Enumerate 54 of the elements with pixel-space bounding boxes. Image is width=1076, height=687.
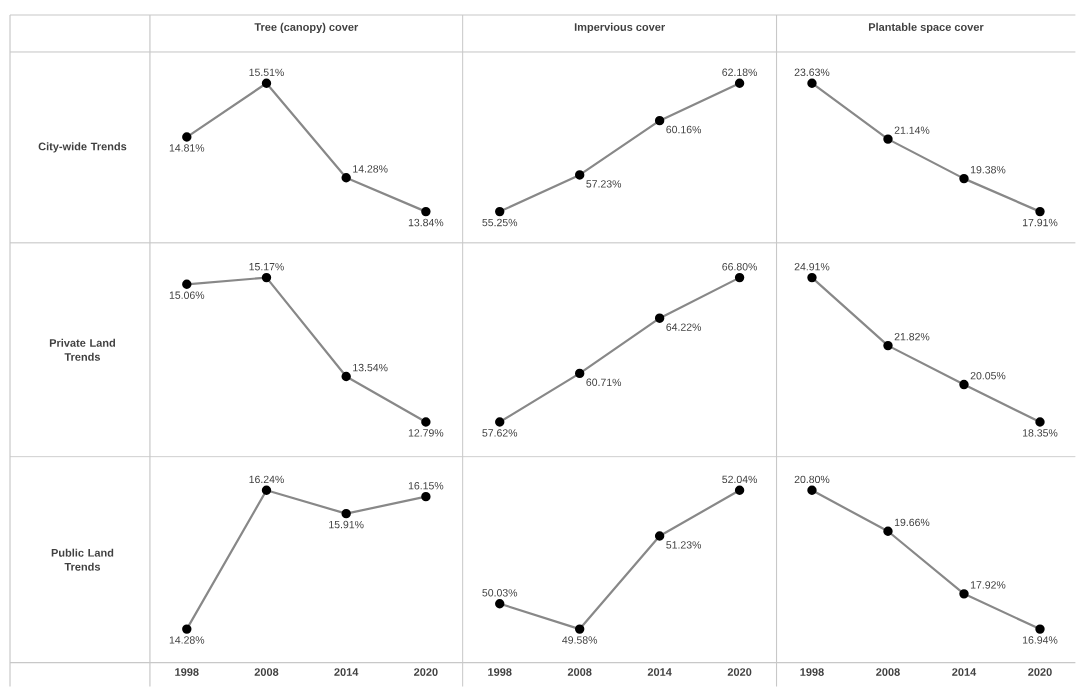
data-label: 51.23% bbox=[666, 541, 702, 549]
data-label: 13.54% bbox=[353, 363, 388, 372]
data-label: 15.91% bbox=[329, 520, 364, 529]
data-label: 15.17% bbox=[249, 262, 284, 271]
x-tick-label: 2008 bbox=[567, 668, 592, 676]
data-label: 52.04% bbox=[722, 475, 757, 483]
y-axis-title: Private Land Trends bbox=[49, 338, 116, 361]
y-axis-title: Public Land Trends bbox=[51, 548, 114, 571]
data-label: 14.28% bbox=[353, 165, 388, 173]
x-tick-label: 2020 bbox=[1028, 668, 1052, 676]
data-label: 16.94% bbox=[1023, 636, 1058, 644]
chart-title: Impervious cover bbox=[574, 22, 665, 34]
y-axis-title: City-wide Trends bbox=[38, 142, 127, 153]
x-tick-label: 2008 bbox=[876, 668, 900, 676]
data-label: 50.03% bbox=[482, 588, 518, 597]
data-label: 14.81% bbox=[169, 144, 205, 152]
data-label: 49.58% bbox=[562, 636, 598, 644]
data-label: 12.79% bbox=[408, 429, 444, 437]
data-label: 24.91% bbox=[794, 262, 830, 271]
data-label: 15.51% bbox=[249, 68, 284, 76]
data-label: 21.82% bbox=[894, 332, 930, 341]
x-tick-label: 2014 bbox=[334, 668, 359, 676]
data-label: 62.18% bbox=[722, 68, 757, 76]
x-tick-label: 1998 bbox=[800, 668, 824, 676]
x-tick-label: 2014 bbox=[952, 668, 977, 676]
data-label: 16.15% bbox=[408, 481, 444, 490]
chart-title: Plantable space cover bbox=[868, 22, 984, 34]
x-tick-label: 2014 bbox=[647, 668, 672, 676]
data-label: 66.80% bbox=[722, 262, 757, 271]
data-label: 19.38% bbox=[970, 165, 1006, 174]
data-label: 23.63% bbox=[794, 68, 830, 76]
data-label: 18.35% bbox=[1023, 429, 1058, 437]
data-label: 14.28% bbox=[169, 636, 205, 644]
data-label: 60.71% bbox=[586, 378, 622, 386]
data-label: 13.84% bbox=[408, 218, 444, 227]
x-tick-label: 2020 bbox=[727, 668, 752, 676]
x-tick-label: 1998 bbox=[488, 668, 512, 676]
data-label: 20.05% bbox=[970, 371, 1006, 380]
chart-title: Tree (canopy) cover bbox=[254, 22, 359, 34]
data-label: 15.06% bbox=[169, 291, 205, 299]
data-label: 55.25% bbox=[482, 218, 518, 227]
x-tick-label: 2020 bbox=[414, 668, 438, 676]
data-label: 19.66% bbox=[894, 518, 930, 526]
data-label: 17.92% bbox=[970, 581, 1006, 589]
data-label: 20.80% bbox=[794, 475, 830, 483]
data-label: 57.23% bbox=[586, 180, 622, 188]
data-label: 17.91% bbox=[1023, 218, 1058, 227]
data-label: 16.24% bbox=[249, 475, 284, 483]
data-label: 57.62% bbox=[482, 429, 518, 437]
x-tick-label: 1998 bbox=[175, 668, 199, 676]
data-label: 21.14% bbox=[894, 126, 930, 134]
data-label: 64.22% bbox=[666, 323, 702, 331]
data-label: 60.16% bbox=[666, 125, 702, 134]
x-tick-label: 2008 bbox=[254, 668, 279, 676]
